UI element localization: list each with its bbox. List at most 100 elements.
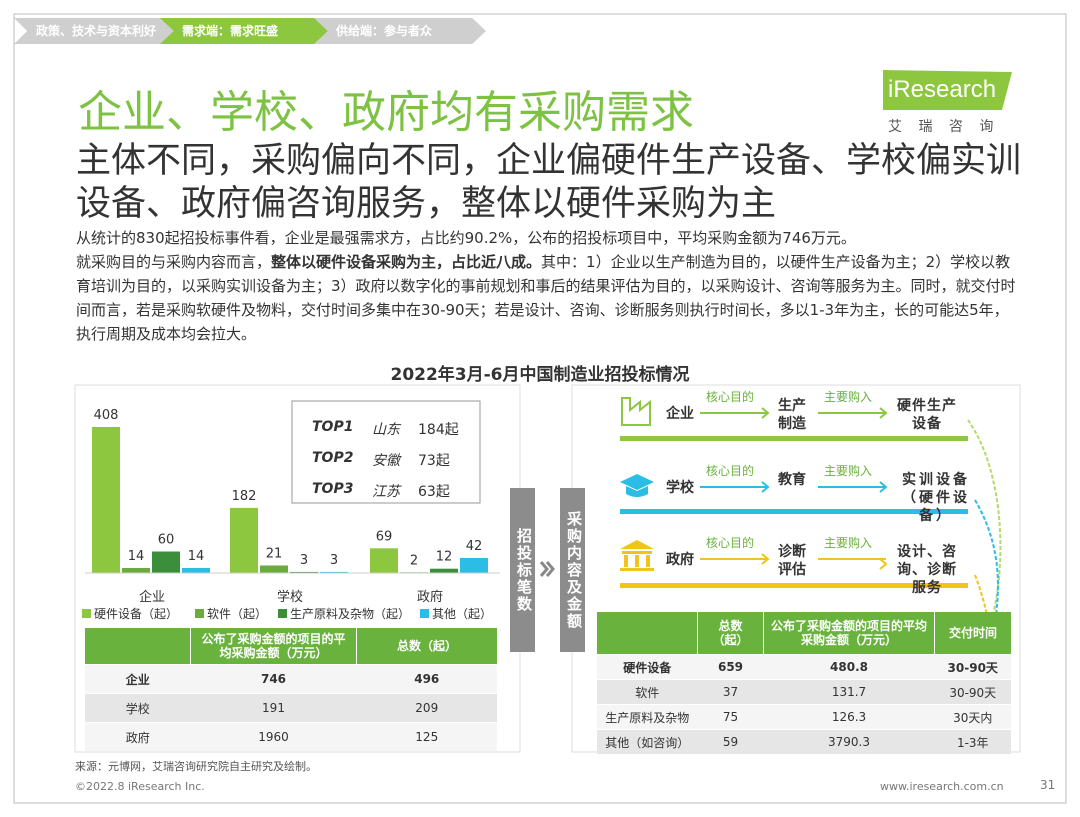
table-cell: 191 (190, 693, 357, 723)
purchase: 硬件生产设备 (897, 398, 957, 432)
side-label: 采购内容及金额 (560, 488, 585, 652)
text: 就采购目的与采购内容而言， (76, 253, 272, 271)
data-label: 69 (376, 529, 393, 544)
legend-swatch (82, 609, 91, 618)
x-tick-label: 企业 (139, 589, 165, 605)
table-cell: 硬件设备 (597, 654, 698, 680)
top-count: 73起 (418, 453, 450, 469)
top-province: 江苏 (372, 484, 400, 500)
logo: iResearch (888, 76, 997, 103)
bar (320, 571, 348, 573)
table-cell: 1960 (190, 722, 357, 751)
bar (370, 548, 398, 573)
header-row: 总数（起） 公布了采购金额的项目的平均采购金额（万元） 交付时间 (597, 612, 1011, 655)
row-underline (620, 436, 968, 441)
url: www.iresearch.com.cn (880, 780, 1004, 793)
bar (430, 568, 458, 573)
purpose: 生产制造 (778, 398, 806, 432)
table-cell: 3790.3 (763, 729, 935, 754)
icon-government (620, 540, 654, 571)
table-cell: 30-90天 (934, 679, 1011, 705)
breadcrumb: 供给端：参与者众 (314, 18, 486, 44)
logo-sub: 艾 瑞 咨 询 (888, 119, 1000, 135)
data-label: 2 (410, 553, 418, 568)
legend-label: 生产原料及杂物（起） (290, 607, 410, 621)
top-rank: TOP3 (312, 481, 354, 497)
bar (260, 565, 288, 573)
bar (182, 567, 210, 573)
table-cell: 公布了采购金额的项目的平均采购金额（万元） (190, 628, 357, 665)
top-province: 安徽 (372, 453, 400, 469)
table-row: 企业 746 496 (85, 664, 497, 694)
data-label: 12 (436, 550, 453, 565)
top-count: 63起 (418, 484, 450, 500)
table-cell: 30天内 (934, 704, 1011, 730)
paragraph: 从统计的830起招投标事件看，企业是最强需求方，占比约90.2%，公布的招投标项… (76, 229, 856, 247)
copyright: ©2022.8 iResearch Inc. (75, 780, 205, 793)
top-count: 184起 (418, 422, 459, 438)
table-row: 学校 191 209 (85, 693, 497, 723)
data-label: 3 (330, 553, 338, 568)
source: 来源：元博网，艾瑞咨询研究院自主研究及绘制。 (75, 760, 317, 773)
bar (92, 427, 120, 573)
entity: 企业 (666, 406, 694, 422)
table-row: 硬件设备 659 480.8 30-90天 (597, 654, 1011, 680)
row-underline (620, 583, 968, 588)
table-cell: 131.7 (763, 679, 935, 705)
table: 公布了采购金额的项目的平均采购金额（万元） 总数（起） 企业 746 496 学校 191 2… (85, 628, 497, 751)
table-cell: 30-90天 (934, 654, 1011, 680)
data-label: 182 (232, 489, 257, 504)
legend-swatch (195, 609, 204, 618)
buy-label: 主要购入 (824, 464, 873, 478)
table-cell: 其他（如咨询） (597, 729, 698, 754)
purpose: 教育 (778, 472, 806, 488)
table-cell: 125 (356, 722, 497, 751)
purpose-label: 核心目的 (706, 464, 755, 478)
legend-label: 其他（起） (432, 607, 492, 621)
data-label: 42 (466, 539, 483, 554)
table-cell: 公布了采购金额的项目的平均采购金额（万元） (763, 612, 935, 655)
table-cell: 746 (190, 664, 357, 694)
bar (152, 551, 180, 573)
table-row: 其他（如咨询） 59 3790.3 1-3年 (597, 729, 1011, 754)
page-border (13, 13, 1067, 804)
paragraph: 就采购目的与采购内容而言，整体以硬件设备采购为主，占比近八成。其中：1）企业以生… (76, 250, 1021, 346)
table-cell: 总数（起） (356, 628, 497, 665)
purchase: 设计、咨询、诊断服务 (897, 544, 957, 596)
data-label: 14 (188, 549, 205, 564)
top-rank: TOP2 (312, 450, 354, 466)
table-cell: 126.3 (763, 704, 935, 730)
legend-label: 硬件设备（起） (94, 607, 178, 621)
table-cell (85, 628, 191, 665)
table-cell: 总数（起） (697, 612, 764, 655)
table-cell: 政府 (85, 722, 191, 751)
table-cell: 软件 (597, 679, 698, 705)
table-cell: 交付时间 (934, 612, 1011, 655)
purchase: 实训设备（硬件设备） (902, 472, 970, 524)
data-label: 14 (128, 549, 145, 564)
table-row: 政府 1960 125 (85, 722, 497, 751)
entity: 政府 (666, 552, 694, 568)
title: 企业、学校、政府均有采购需求 (78, 87, 694, 138)
x-tick-label: 政府 (417, 590, 443, 605)
body-text: 从统计的830起招投标事件看，企业是最强需求方，占比约90.2%，公布的招投标项… (76, 226, 1021, 346)
legend-label: 软件（起） (207, 607, 267, 621)
table: 总数（起） 公布了采购金额的项目的平均采购金额（万元） 交付时间 硬件设备 659 480… (597, 612, 1011, 754)
top-province: 山东 (372, 422, 400, 438)
table-cell: 59 (697, 729, 764, 754)
icon-school (620, 474, 654, 497)
row-underline (620, 509, 968, 514)
breadcrumb-active: 需求端：需求旺盛 (160, 18, 332, 44)
legend-swatch (278, 609, 287, 618)
table-cell: 学校 (85, 693, 191, 723)
data-label: 3 (300, 553, 308, 568)
subtitle: 主体不同，采购偏向不同，企业偏硬件生产设备、学校偏实训设备、政府偏咨询服务，整体… (76, 141, 1022, 224)
data-label: 408 (94, 408, 119, 423)
top-rank: TOP1 (312, 419, 354, 435)
table-cell (597, 612, 698, 655)
bold-text: 整体以硬件设备采购为主，占比近八成。 (271, 253, 542, 271)
data-label: 60 (158, 533, 175, 548)
data-label: 21 (266, 546, 283, 561)
bar (290, 571, 318, 573)
